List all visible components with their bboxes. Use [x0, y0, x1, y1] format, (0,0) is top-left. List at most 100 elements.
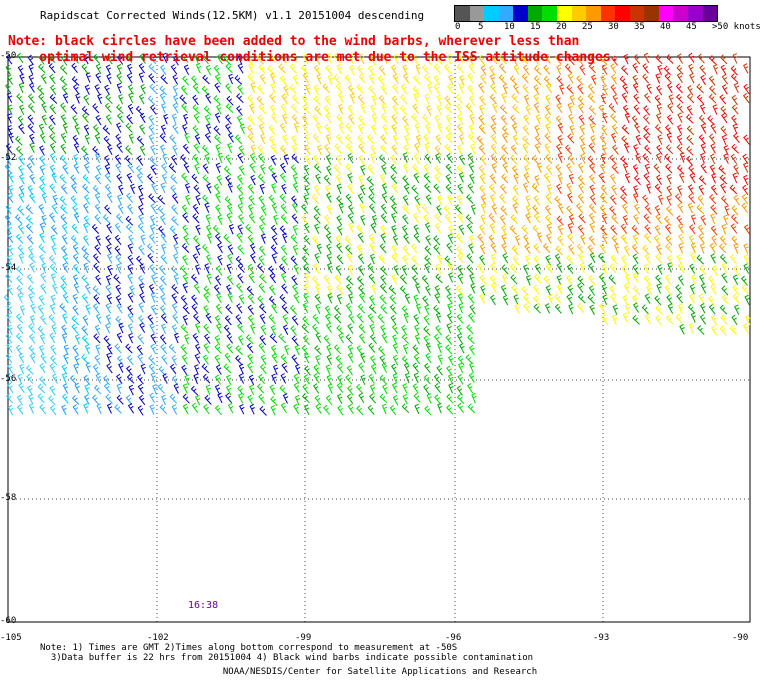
wind-barb [105, 114, 112, 125]
wind-barb [620, 223, 628, 234]
wind-barb [259, 273, 267, 284]
wind-barb [313, 213, 321, 224]
wind-barb [501, 242, 508, 254]
wind-barb [94, 192, 101, 204]
wind-barb [269, 93, 276, 104]
wind-barb [39, 175, 46, 186]
wind-barb [225, 154, 232, 165]
wind-barb [465, 102, 473, 113]
wind-barb [237, 174, 244, 185]
wind-barb [589, 122, 595, 134]
wind-barb [183, 234, 190, 246]
wind-barb [401, 403, 410, 414]
wind-barb [599, 205, 607, 216]
wind-barb [60, 102, 67, 113]
wind-barb [359, 202, 366, 214]
wind-barb [568, 214, 575, 225]
wind-barb [70, 104, 78, 115]
wind-barb [311, 235, 320, 246]
wind-barb [246, 342, 254, 354]
wind-barb [344, 74, 352, 85]
wind-barb [294, 395, 301, 406]
wind-barb [258, 393, 266, 404]
wind-barb [92, 253, 100, 264]
wind-barb [212, 224, 221, 235]
wind-barb [247, 133, 255, 144]
wind-barb [148, 193, 156, 204]
wind-barb [95, 313, 102, 325]
wind-barb [412, 85, 421, 96]
wind-barb [664, 284, 672, 295]
wind-barb [15, 313, 24, 324]
wind-barb [225, 174, 232, 186]
wind-barb [357, 284, 366, 295]
wind-barb [622, 104, 630, 116]
wind-barb [492, 102, 498, 113]
wind-barb [655, 274, 663, 285]
wind-barb [116, 73, 123, 84]
wind-barb [599, 243, 607, 254]
wind-barb [48, 314, 56, 325]
wind-barb [106, 293, 112, 305]
wind-barb [424, 245, 432, 256]
wind-barb [236, 303, 243, 314]
wind-barb [268, 164, 276, 175]
wind-barb [6, 312, 12, 324]
wind-barb [435, 54, 443, 65]
wind-barb [346, 252, 353, 263]
wind-barb [687, 85, 694, 96]
wind-barb [6, 284, 14, 296]
wind-barb [116, 332, 123, 343]
wind-barb [125, 122, 133, 133]
wind-barb [194, 54, 200, 65]
wind-barb [327, 292, 333, 304]
wind-barb [129, 183, 136, 195]
wind-barb [391, 114, 398, 125]
wind-barb [446, 393, 454, 404]
wind-barb [327, 285, 333, 296]
wind-barb [258, 123, 265, 134]
wind-barb [333, 344, 342, 355]
wind-barb [127, 402, 135, 414]
wind-barb [696, 204, 705, 215]
wind-barb [421, 204, 430, 215]
wind-barb [60, 283, 68, 294]
wind-barb [391, 144, 398, 155]
wind-barb [49, 405, 57, 416]
wind-barb [356, 405, 364, 416]
wind-barb [280, 145, 288, 156]
wind-barb [182, 393, 190, 404]
wind-barb [279, 53, 287, 64]
wind-barb [621, 92, 628, 103]
wind-barb [360, 164, 366, 176]
wind-barb [488, 65, 496, 76]
wind-barb [139, 263, 146, 274]
wind-barb [448, 225, 454, 236]
wind-barb [150, 144, 156, 156]
wind-barb [719, 325, 727, 336]
wind-barb [478, 124, 486, 135]
wind-barb [348, 114, 355, 125]
wind-barb [458, 224, 465, 236]
wind-barb [311, 194, 320, 204]
wind-barb [501, 132, 508, 143]
wind-barb [345, 374, 353, 385]
wind-barb [479, 174, 486, 185]
wind-barb [105, 314, 112, 325]
wind-barb [509, 75, 518, 86]
wind-barb [292, 224, 298, 236]
wind-barb [203, 323, 211, 334]
wind-barb [620, 193, 628, 204]
wind-barb [665, 314, 674, 325]
wind-barb [107, 264, 113, 276]
wind-barb [411, 255, 419, 266]
wind-barb [60, 114, 67, 125]
wind-barb [643, 275, 651, 286]
wind-barb [163, 113, 169, 125]
wind-barb [92, 145, 100, 156]
wind-barb [423, 362, 431, 374]
wind-barb [182, 224, 189, 236]
wind-barb [501, 144, 509, 155]
wind-barb [686, 93, 695, 104]
wind-barb [456, 313, 464, 324]
